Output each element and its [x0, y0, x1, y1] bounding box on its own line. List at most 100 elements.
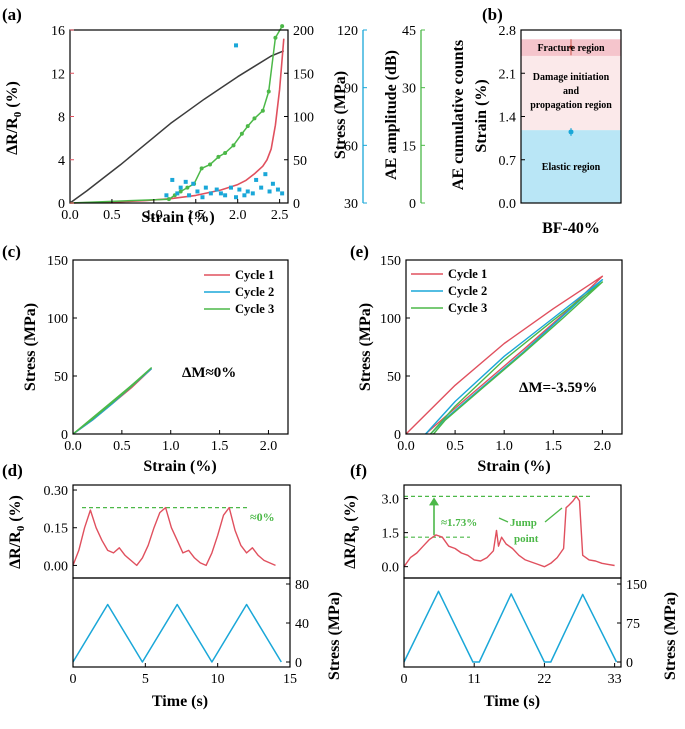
panel-a-x-tick-label: 2.0	[229, 208, 247, 223]
panel-c-annotation: ΔM≈0%	[182, 365, 236, 381]
ae-counts-point	[223, 151, 228, 156]
ae-amplitude-point	[234, 43, 239, 48]
panel-a-left-y-tick-label: 12	[51, 67, 65, 82]
panel-f-top-frame	[403, 484, 622, 579]
panel-e-legend: Cycle 1 Cycle 2 Cycle 3	[411, 267, 487, 315]
panel-d-x-tick-label: 15	[283, 672, 297, 687]
panel-f-bottom-y-tick-label: 0	[626, 656, 633, 671]
panel-d-resistance-curve	[72, 506, 276, 567]
panel-c-x-tick-label: 0.0	[64, 439, 82, 454]
ae-amplitude-point	[203, 185, 208, 190]
panel-d-top-y-label-unit: (%)	[7, 495, 24, 526]
panel-d-bottom-y-tick-label: 40	[295, 617, 309, 632]
ae-amplitude-point	[187, 193, 192, 198]
panel-a-left-y-tick-label: 4	[58, 154, 65, 169]
panel-f-bottom-y-label: Stress (MPa)	[662, 592, 679, 680]
panel-a-stress-y-tick-label: 50	[293, 154, 307, 169]
panel-d-top-y-label-sub: 0	[15, 525, 27, 531]
panel-a-x-tick-label: 0.0	[61, 208, 79, 223]
panel-d-stress-curve	[72, 603, 282, 663]
panel-f: (f) 0 11 22 33 0.0 1.5 3.0 0 75 150 Time (s) ΔR…	[342, 461, 679, 710]
panel-a-left-y-label-main: ΔR/R	[4, 117, 21, 155]
panel-f-top-y-label-sub: 0	[350, 525, 362, 531]
panel-a-left-y-tick-label: 16	[51, 24, 65, 39]
panel-f-x-tick-label: 0	[401, 672, 408, 687]
panel-a-plot	[69, 24, 285, 204]
panel-d-x-tick-label: 10	[211, 672, 225, 687]
panel-d-x-tick-label: 0	[70, 672, 77, 687]
ae-amplitude-point	[250, 191, 255, 196]
panel-f-resistance-curve	[403, 495, 615, 568]
panel-e-letter: (e)	[350, 242, 369, 261]
panel-d-bottom-y-tick-label: 80	[295, 578, 309, 593]
ae-amplitude-point	[164, 193, 169, 198]
panel-d-annotation: ≈0%	[250, 510, 275, 524]
ae-amplitude-point	[218, 191, 223, 196]
panel-b-y-label: Strain (%)	[473, 79, 490, 152]
ae-counts-point	[252, 116, 257, 121]
panel-a-amp-y-label: AE amplitude (dB)	[383, 50, 400, 180]
panel-a-counts-y-tick-label: 15	[402, 139, 416, 154]
panel-c-x-tick-label: 1.5	[211, 439, 229, 454]
panel-d-letter: (d)	[2, 461, 23, 480]
panel-f-bottom-y-tick-label: 75	[626, 617, 640, 632]
panel-d-top-y-label-main: ΔR/R	[7, 531, 24, 569]
panel-a-stress-y-tick-label: 150	[293, 67, 314, 82]
panel-b-y-ticks: 0.0 0.7 1.4 2.1 2.8	[499, 24, 525, 212]
panel-f-arrow-head	[429, 497, 439, 506]
ae-amplitude-point	[267, 189, 272, 194]
elastic-region-label: Elastic region	[542, 162, 601, 173]
panel-b-y-tick-label: 0.7	[499, 154, 517, 169]
panel-f-top-y-label: ΔR/R0 (%)	[342, 495, 362, 569]
panel-d-top-y-label: ΔR/R0 (%)	[7, 495, 27, 569]
panel-c-x-label: Strain (%)	[143, 458, 216, 475]
panel-d: (d) 0 5 10 15 0.00 0.15 0.30 0 40 80 Time (s) Δ…	[2, 461, 343, 710]
ae-amplitude-point	[237, 187, 242, 192]
panel-f-plot	[403, 495, 618, 663]
panel-c-legend: Cycle 1 Cycle 2 Cycle 3	[204, 268, 274, 316]
ae-amplitude-point	[242, 193, 247, 198]
panel-a-stress-y-tick-label: 200	[293, 24, 314, 39]
ae-counts-point	[216, 154, 221, 159]
jump-pointer-left	[498, 517, 509, 523]
ae-counts-point	[185, 185, 190, 190]
panel-f-top-y-tick-label: 1.5	[382, 527, 400, 542]
panel-c-y-label: Stress (MPa)	[22, 303, 39, 391]
panel-f-annotation-jump: Jump	[510, 517, 537, 529]
panel-d-top-y-tick-label: 0.00	[44, 559, 69, 574]
panel-a-stress-y-label: Stress (MPa)	[332, 71, 349, 159]
ae-counts-point	[208, 162, 213, 167]
panel-d-top-y-tick-label: 0.15	[44, 522, 69, 537]
panel-d-x-ticks: 0 5 10 15	[70, 663, 297, 687]
panel-a-left-y-label-unit: (%)	[4, 81, 21, 112]
panel-f-bottom-y-ticks: 0 75 150	[617, 578, 647, 671]
panel-e-x-tick-label: 1.0	[495, 439, 513, 454]
panel-b-y-tick-label: 2.8	[499, 24, 517, 39]
panel-c-x-tick-label: 1.0	[162, 439, 180, 454]
panel-b-y-tick-label: 0.0	[499, 197, 517, 212]
panel-e-annotation: ΔM=-3.59%	[519, 380, 597, 396]
panel-e-y-ticks: 0 50 100 150	[380, 254, 410, 443]
panel-e-x-tick-label: 1.5	[545, 439, 563, 454]
panel-b-category: BF-40%	[542, 220, 600, 237]
panel-f-stress-curve	[403, 590, 618, 663]
legend-c-cycle1: Cycle 1	[235, 268, 274, 282]
panel-c-y-tick-label: 150	[47, 254, 68, 269]
panel-a-left-y-ticks: 0 4 8 12 16	[51, 24, 74, 212]
ae-counts-point	[239, 131, 244, 136]
legend-c-cycle2: Cycle 2	[235, 285, 274, 299]
panel-d-bottom-y-ticks: 0 40 80	[286, 578, 309, 671]
panel-d-x-tick-label: 5	[142, 672, 149, 687]
panel-c-x-ticks: 0.0 0.5 1.0 1.5 2.0	[64, 430, 277, 454]
panel-f-top-y-label-unit: (%)	[342, 495, 359, 526]
legend-e-cycle1: Cycle 1	[448, 267, 487, 281]
elastic-region-band	[521, 130, 621, 203]
panel-f-top-y-ticks: 0.0 1.5 3.0	[382, 493, 408, 576]
panel-f-bottom-y-tick-label: 150	[626, 578, 647, 593]
panel-f-annotation-pct: ≈1.73%	[441, 517, 477, 529]
ae-amplitude-point	[214, 187, 219, 192]
ae-amplitude-point	[280, 191, 285, 196]
panel-c-cycle3-curve	[72, 367, 152, 435]
panel-a-x-tick-label: 1.5	[187, 208, 205, 223]
